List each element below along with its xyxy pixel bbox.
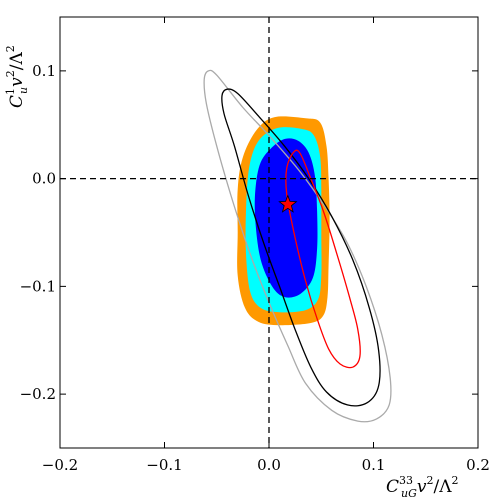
x-tick-label: 0.0: [257, 456, 281, 474]
confidence-regions: [203, 69, 392, 423]
y-tick-label: −0.1: [20, 277, 56, 295]
x-tick-labels: −0.2 −0.1 0.0 0.1 0.2: [42, 456, 490, 474]
y-tick-label: 0.0: [32, 170, 56, 188]
axis-ticks: [59, 17, 479, 448]
best-fit-layer: [278, 194, 298, 213]
contour-line-4: [203, 69, 392, 423]
y-tick-labels: −0.2 −0.1 0.0 0.1: [20, 62, 56, 403]
x-tick-label: 0.1: [362, 456, 386, 474]
x-tick-label: −0.1: [146, 456, 182, 474]
y-tick-label: −0.2: [20, 385, 56, 403]
best-fit-star: [278, 194, 298, 213]
contour-line-5: [221, 88, 381, 407]
y-axis-label: C1uv2/Λ2: [4, 45, 30, 108]
x-tick-label: −0.2: [42, 456, 78, 474]
x-axis-label: C33 uGv2/Λ2: [386, 474, 459, 500]
contour-line-6: [285, 149, 361, 369]
y-tick-label: 0.1: [32, 62, 56, 80]
x-tick-label: 0.2: [466, 456, 490, 474]
reference-lines: [60, 17, 478, 448]
